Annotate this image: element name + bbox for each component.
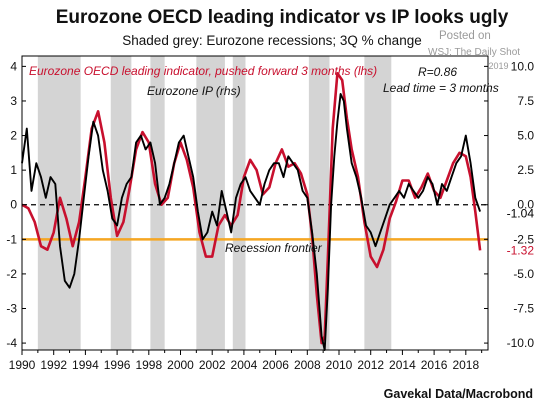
x-tick-label: 1996 <box>104 358 131 372</box>
y-left-tick-label: 2 <box>10 129 17 143</box>
y-axis-left: 4 3 2 1 0 -1 -2 -3 -4 <box>6 59 26 350</box>
x-tick-label: 2014 <box>389 358 416 372</box>
x-tick-label: 2004 <box>231 358 258 372</box>
x-axis: 1990 1992 1994 1996 1998 2000 2002 2004 2006 2008… <box>9 350 483 372</box>
y-left-tick-label: -1 <box>6 232 17 246</box>
y-right-tick-label: -10.0 <box>507 336 535 350</box>
x-tick-label: 2000 <box>167 358 194 372</box>
plot-area <box>22 56 488 350</box>
y-left-tick-label: 4 <box>10 59 17 73</box>
x-tick-label: 2012 <box>357 358 384 372</box>
y-left-tick-label: 1 <box>10 163 17 177</box>
y-left-tick-label: -2 <box>6 267 17 281</box>
x-tick-label: 1990 <box>9 358 36 372</box>
chart-title: Eurozone OECD leading indicator vs IP lo… <box>56 7 509 28</box>
r-value-label: R=0.86 <box>418 65 457 79</box>
y-right-tick-label: 10.0 <box>511 59 535 73</box>
ip-series-label: Eurozone IP (rhs) <box>147 84 241 98</box>
x-tick-label: 1994 <box>72 358 99 372</box>
y-axis-right: 10.0 7.5 5.0 2.5 0.0 -2.5 -5.0 -7.5 -10.0 <box>484 59 534 350</box>
watermark-source: WSJ: The Daily Shot <box>428 47 520 58</box>
x-tick-label: 2018 <box>452 358 479 372</box>
end-label-oecd: -1.32 <box>507 243 535 257</box>
watermark-posted-on: Posted on <box>439 30 491 42</box>
y-right-tick-label: -5.0 <box>513 267 534 281</box>
x-tick-label: 1998 <box>135 358 162 372</box>
oecd-series-label: Eurozone OECD leading indicator, pushed … <box>29 64 377 78</box>
end-label-ip: -1.04 <box>507 207 535 221</box>
recession-band <box>150 56 165 350</box>
series-line-ip <box>21 93 481 351</box>
plot-frame <box>21 55 489 351</box>
y-left-tick-label: 3 <box>10 94 17 108</box>
y-left-tick-label: -4 <box>6 336 17 350</box>
x-tick-label: 2008 <box>294 358 321 372</box>
x-tick-label: 2016 <box>421 358 448 372</box>
y-right-tick-label: -7.5 <box>513 301 534 315</box>
x-tick-label: 2006 <box>262 358 289 372</box>
chart-subtitle: Shaded grey: Eurozone recessions; 3Q % c… <box>122 33 421 48</box>
x-tick-label: 2010 <box>326 358 353 372</box>
series-lines <box>21 72 482 351</box>
y-left-tick-label: 0 <box>10 198 17 212</box>
plot-background <box>22 56 488 350</box>
y-right-tick-label: 0.0 <box>517 198 534 212</box>
y-right-tick-label: 2.5 <box>517 163 534 177</box>
recession-frontier-label: Recession frontier <box>225 241 323 255</box>
x-tick-label: 2002 <box>199 358 226 372</box>
y-right-tick-label: 5.0 <box>517 129 534 143</box>
y-left-tick-label: -3 <box>6 301 17 315</box>
end-value-labels: -1.04 -1.32 <box>507 207 535 258</box>
y-right-tick-label: 7.5 <box>517 94 534 108</box>
recession-band <box>364 56 392 350</box>
reference-lines <box>22 204 488 241</box>
x-tick-label: 1992 <box>40 358 67 372</box>
source-credit: Gavekal Data/Macrobond <box>384 387 533 401</box>
lead-time-label: Lead time = 3 months <box>383 81 499 95</box>
y-right-tick-label: -2.5 <box>513 232 534 246</box>
